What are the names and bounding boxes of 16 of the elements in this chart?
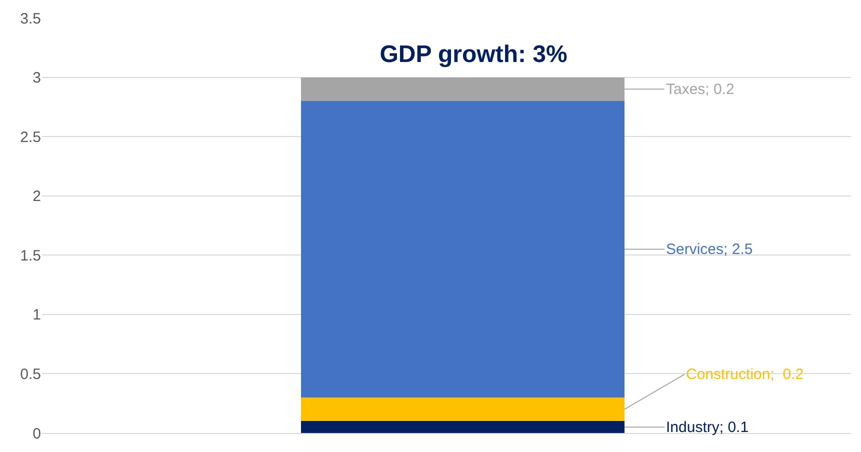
- text: Taxes; 0.2: [666, 81, 734, 98]
- bar: [300, 397, 624, 422]
- text: Services; 2.5: [666, 241, 753, 258]
- bar: [300, 101, 624, 398]
- y-tick-label: 2.5: [20, 128, 41, 146]
- text: Construction; 0.2: [686, 366, 804, 383]
- bar: [300, 421, 624, 433]
- y-tick-label: 3.5: [20, 10, 41, 28]
- y-tick-label: 0: [32, 425, 41, 442]
- y-tick-label: 3: [32, 70, 41, 87]
- y-tick-label: 2: [32, 188, 41, 206]
- text: Industry; 0.1: [666, 419, 749, 436]
- y-tick-label: 1: [32, 306, 41, 324]
- y-tick-label: 0.5: [20, 366, 41, 383]
- text: GDP growth: 3%: [380, 41, 568, 68]
- y-tick-label: 1.5: [20, 247, 41, 264]
